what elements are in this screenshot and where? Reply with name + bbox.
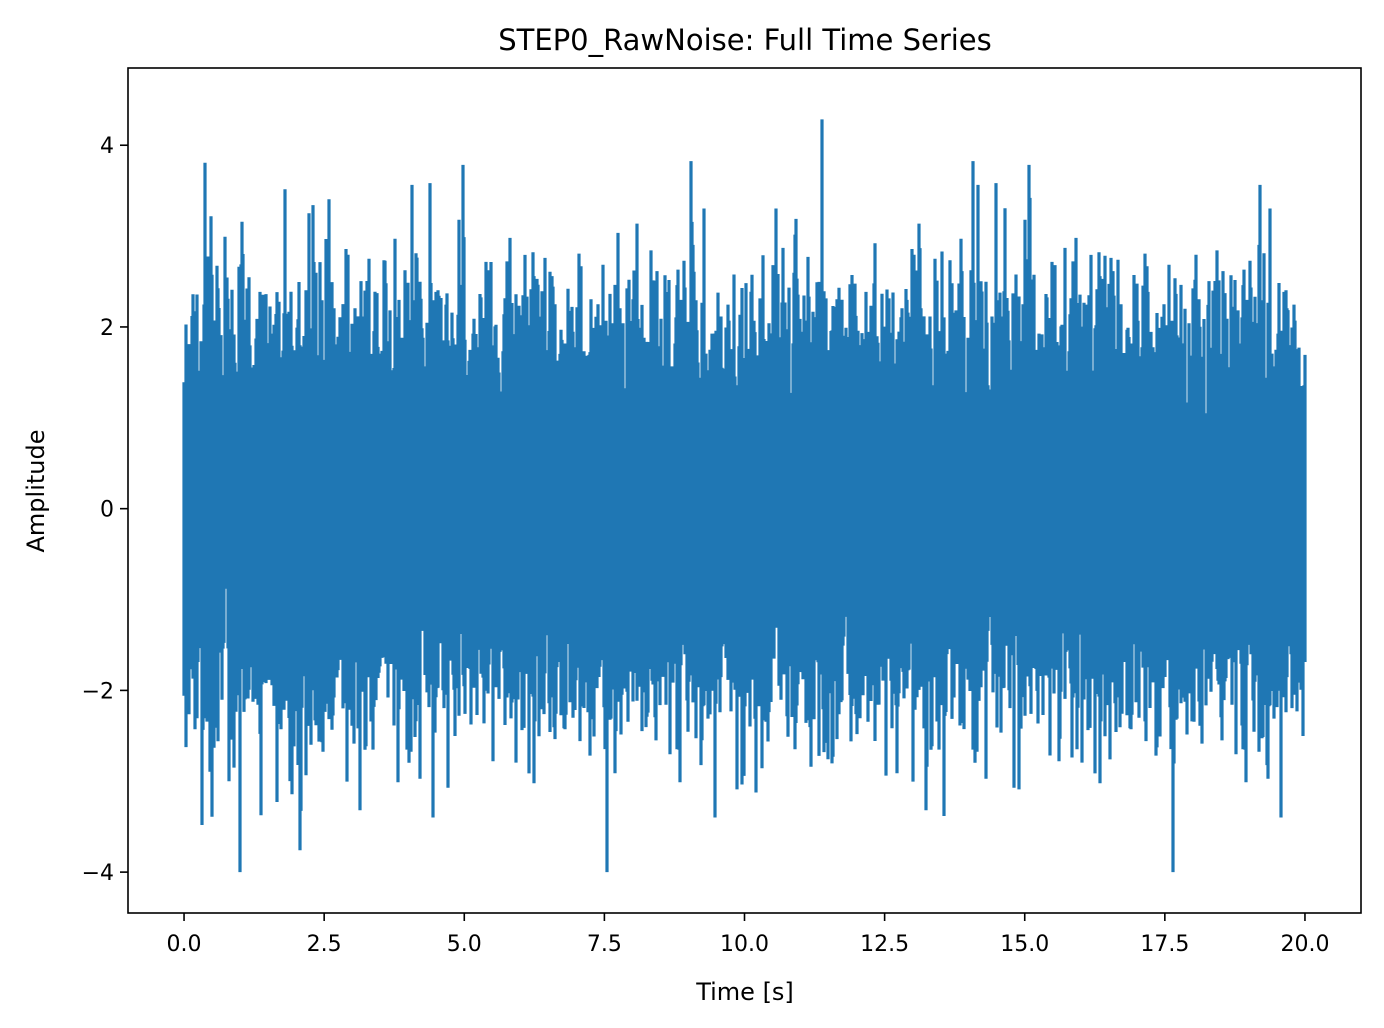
y-axis: −4 −2 0 2 4	[82, 134, 128, 886]
x-tick-label: 7.5	[587, 932, 622, 957]
x-tick-label: 2.5	[307, 932, 342, 957]
x-tick-label: 15.0	[1000, 932, 1049, 957]
y-axis-label: Amplitude	[22, 430, 50, 553]
y-tick-label: −4	[82, 861, 114, 886]
x-tick-label: 12.5	[860, 932, 909, 957]
x-tick-label: 20.0	[1280, 932, 1329, 957]
chart-title: STEP0_RawNoise: Full Time Series	[498, 23, 992, 57]
x-tick-label: 17.5	[1140, 932, 1189, 957]
x-tick-label: 0.0	[167, 932, 202, 957]
x-axis-label: Time [s]	[695, 978, 794, 1006]
y-tick-label: −2	[82, 679, 114, 704]
series-layer	[182, 119, 1307, 873]
x-tick-label: 5.0	[447, 932, 482, 957]
y-tick-label: 4	[100, 134, 114, 159]
series-line-0	[182, 119, 1307, 873]
x-tick-label: 10.0	[720, 932, 769, 957]
y-tick-label: 0	[100, 498, 114, 523]
y-tick-label: 2	[100, 316, 114, 341]
x-axis: 0.0 2.5 5.0 7.5 10.0 12.5 15.0 17.5 20.0	[167, 913, 1329, 957]
